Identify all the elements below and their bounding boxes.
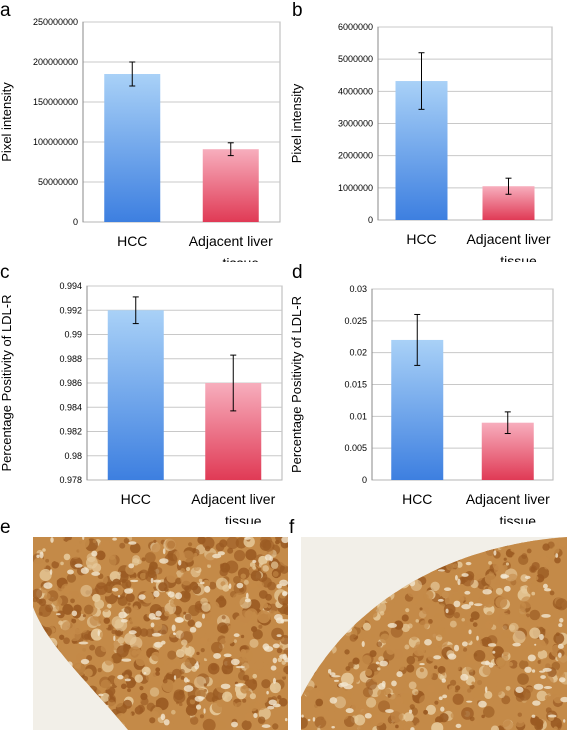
micrograph-f-adjacent <box>301 537 567 730</box>
bar-adjacent <box>202 149 259 222</box>
y-tick-label: 0.98 <box>64 451 82 461</box>
y-tick-label: 2000000 <box>338 151 373 161</box>
error-bar-adjacent <box>227 142 234 157</box>
y-tick-label: 150000000 <box>33 97 78 107</box>
category-label: HCC <box>121 491 151 507</box>
bar-chart-a: 0 50000000 100000000 150000000 200000000 2500… <box>0 17 281 262</box>
category-label: HCC <box>406 231 436 247</box>
category-label: tissue <box>500 253 537 262</box>
y-tick-label: 0.005 <box>344 443 367 453</box>
bar-chart-c: 0.978 0.98 0.982 0.984 0.986 0.988 0.99 0.992 0.… <box>0 281 283 524</box>
category-label: Adjacent liver <box>189 233 273 249</box>
y-tick-label: 0.986 <box>59 378 82 388</box>
category-label: tissue <box>222 255 259 262</box>
error-bar-adjacent <box>505 177 512 195</box>
category-label: HCC <box>117 233 147 249</box>
y-tick-label: 0 <box>368 215 373 225</box>
y-tick-label: 50000000 <box>38 177 78 187</box>
panel-letter-f: f <box>289 517 295 538</box>
panel-letter-e: e <box>0 517 11 538</box>
bar-hcc <box>107 310 164 480</box>
y-tick-label: 0.978 <box>59 475 82 485</box>
y-tick-label: 1000000 <box>338 183 373 193</box>
y-axis-label: Percentage Positivity of LDL-R <box>290 296 304 473</box>
category-label: Adjacent liver <box>191 491 275 507</box>
y-tick-label: 0.982 <box>59 427 82 437</box>
bar-hcc <box>104 74 161 222</box>
y-tick-label: 0.988 <box>59 354 82 364</box>
category-label: HCC <box>402 491 432 507</box>
error-bar-hcc <box>132 296 139 325</box>
bar-chart-b: 0 1000000 2000000 3000000 4000000 5000000 6000… <box>290 22 553 262</box>
y-tick-label: 0.025 <box>344 316 367 326</box>
error-bar-hcc <box>414 313 421 366</box>
error-bar-hcc <box>418 52 425 110</box>
y-tick-label: 0.992 <box>59 305 82 315</box>
y-axis-label: Pixel intensity <box>0 82 14 162</box>
panel-letter-a: a <box>0 0 11 21</box>
bar-chart-d: 0 0.005 0.01 0.015 0.02 0.025 0.03 HCC Adjacent … <box>290 284 554 524</box>
category-label: Adjacent liver <box>466 491 550 507</box>
y-tick-label: 0.994 <box>59 281 82 291</box>
y-tick-label: 0.03 <box>349 284 367 294</box>
micrograph-e-hcc <box>33 537 288 730</box>
y-tick-label: 0 <box>362 475 367 485</box>
y-tick-label: 5000000 <box>338 54 373 64</box>
panel-letter-c: c <box>0 262 10 283</box>
error-bar-adjacent <box>504 411 511 435</box>
y-tick-label: 0.99 <box>64 330 82 340</box>
y-tick-label: 0.02 <box>349 348 367 358</box>
y-tick-label: 0.984 <box>59 402 82 412</box>
category-label: Adjacent liver <box>466 231 550 247</box>
panel-letter-b: b <box>292 0 303 21</box>
y-tick-label: 3000000 <box>338 119 373 129</box>
category-label: tissue <box>225 513 262 524</box>
y-tick-label: 0.015 <box>344 380 367 390</box>
category-label: tissue <box>499 513 536 524</box>
y-tick-label: 250000000 <box>33 17 78 27</box>
y-tick-label: 100000000 <box>33 137 78 147</box>
panel-letter-d: d <box>292 262 303 283</box>
y-axis-label: Percentage Positivity of LDL-R <box>0 294 14 471</box>
y-tick-label: 200000000 <box>33 57 78 67</box>
y-tick-label: 0 <box>73 217 78 227</box>
error-bar-adjacent <box>230 354 237 412</box>
y-tick-label: 0.01 <box>349 411 367 421</box>
error-bar-hcc <box>129 61 136 87</box>
y-tick-label: 4000000 <box>338 86 373 96</box>
y-tick-label: 6000000 <box>338 22 373 32</box>
y-axis-label: Pixel intensity <box>290 83 304 163</box>
